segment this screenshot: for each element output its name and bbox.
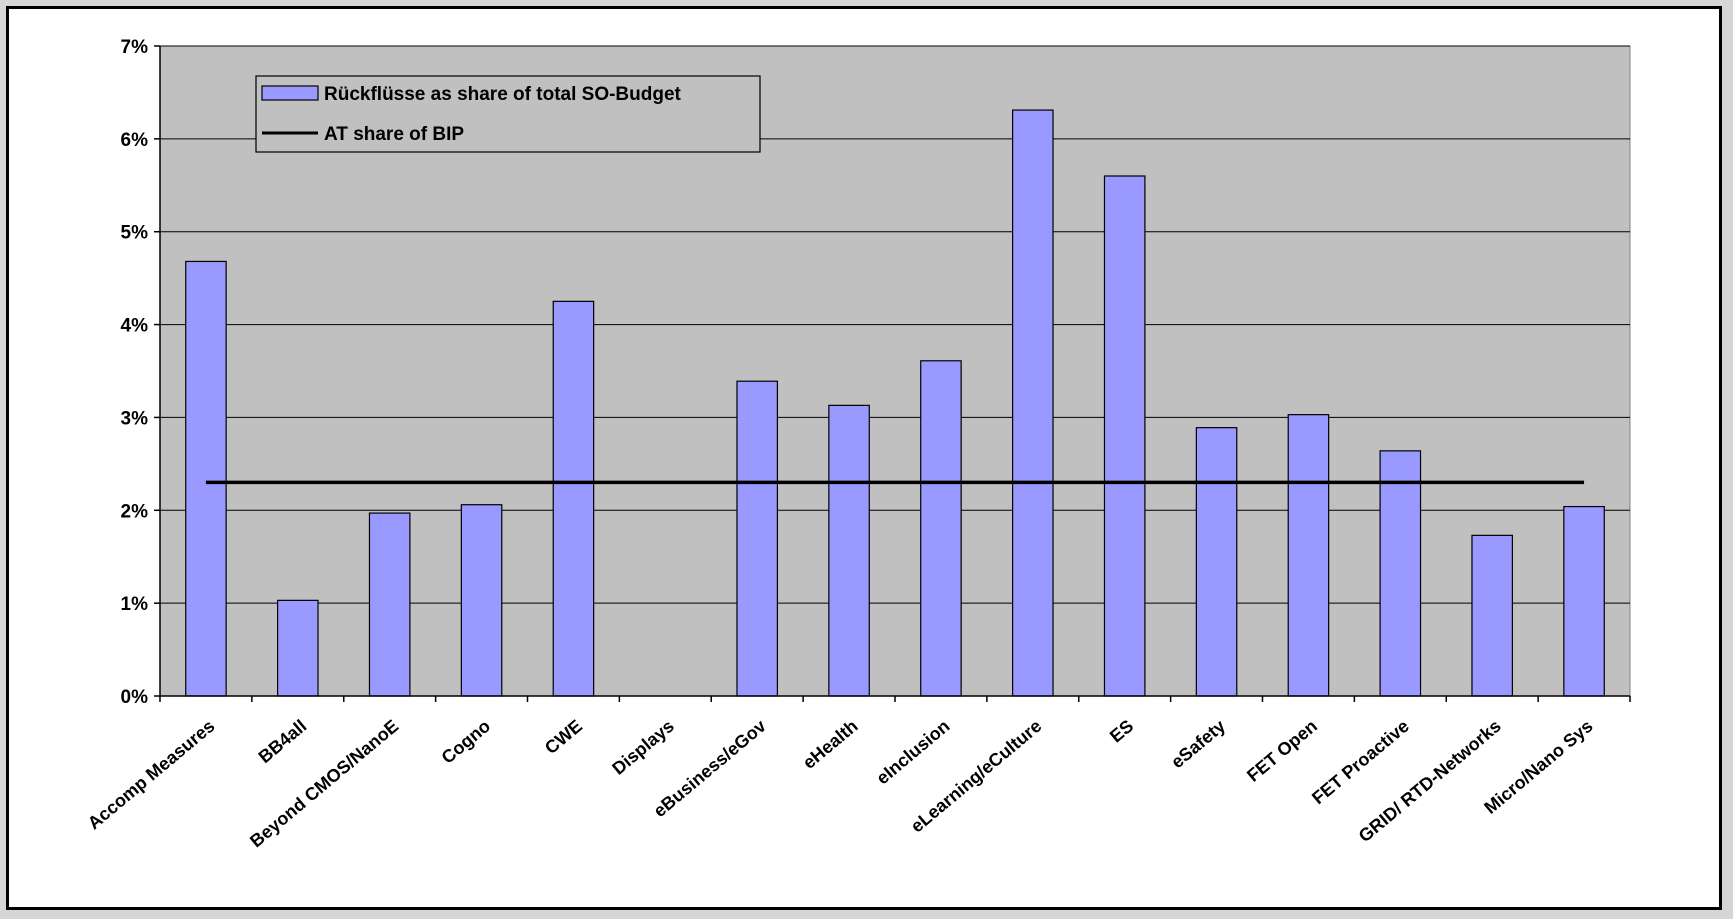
- legend-box: [255, 75, 761, 153]
- x-category-label: ES: [1106, 716, 1137, 747]
- bar: [185, 260, 227, 697]
- y-tick-label: 7%: [121, 37, 149, 58]
- axes: [154, 45, 1631, 702]
- bar: [1379, 450, 1422, 697]
- bar: [828, 404, 870, 697]
- bar: [1011, 109, 1054, 697]
- bar: [277, 599, 319, 697]
- y-tick-label: 5%: [121, 223, 149, 244]
- bar: [920, 360, 962, 697]
- legend-label-bar: Rückflüsse as share of total SO-Budget: [324, 84, 682, 105]
- bar: [1471, 534, 1513, 697]
- y-tick-label: 3%: [121, 408, 149, 429]
- bars: [185, 109, 1605, 697]
- bar: [460, 504, 503, 697]
- bar: [1287, 414, 1330, 697]
- bar: [1103, 175, 1146, 697]
- x-category-label: eSafety: [1167, 716, 1229, 772]
- y-tick-label: 0%: [121, 687, 149, 708]
- x-category-label: BB4all: [255, 716, 311, 767]
- bar: [736, 380, 778, 697]
- y-tick-label: 4%: [121, 316, 149, 337]
- x-category-label: Accomp Measures: [84, 716, 219, 834]
- bar: [552, 300, 595, 697]
- y-tick-labels: 0% 1% 2% 3% 4% 5% 6% 7%: [121, 37, 149, 708]
- x-category-label: eInclusion: [872, 716, 953, 789]
- legend: Rückflüsse as share of total SO-Budget A…: [255, 75, 761, 153]
- x-category-label: FET Open: [1243, 716, 1321, 786]
- legend-bar-swatch: [261, 85, 319, 101]
- y-tick-label: 1%: [121, 594, 149, 615]
- bar: [1563, 505, 1605, 697]
- bar: [368, 512, 411, 697]
- legend-label-line: AT share of BIP: [324, 124, 464, 145]
- x-category-label: Cogno: [438, 716, 495, 768]
- x-category-label: CWE: [541, 716, 586, 758]
- y-tick-label: 2%: [121, 501, 149, 522]
- y-tick-label: 6%: [121, 130, 149, 151]
- bar: [1195, 427, 1238, 697]
- x-category-label: Displays: [608, 716, 678, 779]
- x-category-label: Beyond CMOS/NanoE: [246, 716, 402, 852]
- x-category-label: eHealth: [799, 716, 862, 773]
